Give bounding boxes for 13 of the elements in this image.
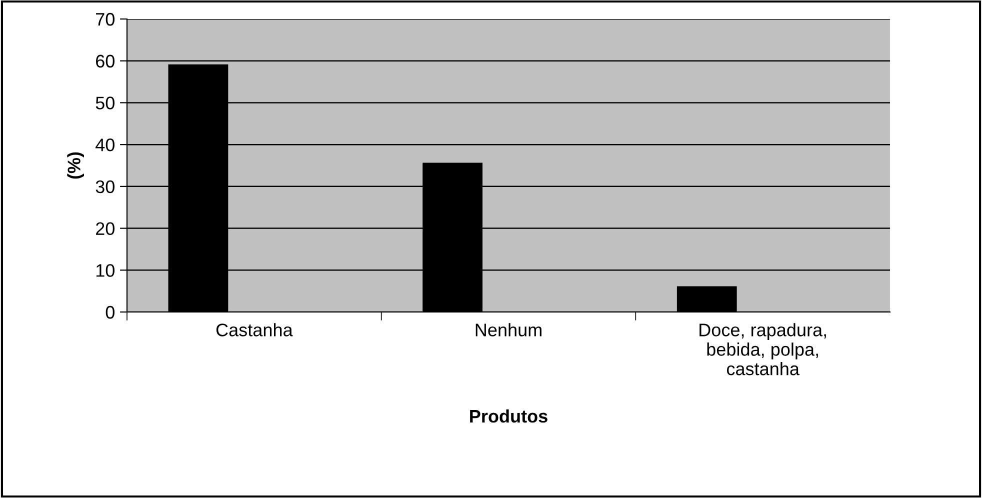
x-tick-label: Nenhum — [476, 323, 542, 336]
y-tick-label: 50 — [96, 96, 114, 110]
x-tick-label: Castanha — [216, 323, 293, 336]
y-tick-label: 40 — [96, 138, 114, 152]
y-axis-title: (%) — [67, 152, 84, 179]
y-tick-label: 70 — [96, 12, 114, 26]
y-tick-label: 30 — [96, 180, 114, 194]
y-tick-label: 0 — [106, 306, 114, 319]
x-axis-title: Produtos — [470, 409, 548, 423]
y-tick-label: 60 — [96, 54, 114, 68]
x-tick-label: Doce, rapadura, bebida, polpa, castanha — [700, 323, 826, 376]
y-tick-label: 20 — [96, 222, 114, 236]
y-tick-label: 10 — [96, 264, 114, 277]
